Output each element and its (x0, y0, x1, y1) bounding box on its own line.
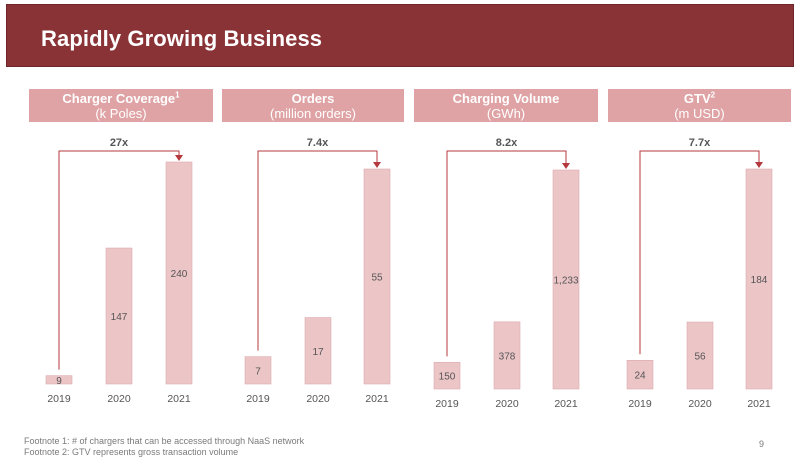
panel-header-charging-volume: Charging Volume (GWh) (414, 89, 598, 122)
bar (244, 356, 272, 385)
category-label: 2020 (306, 393, 330, 405)
bar (686, 321, 714, 390)
category-label: 2021 (554, 398, 578, 410)
footnote-marker: 2 (710, 90, 716, 100)
bar-value-label: 24 (634, 371, 646, 382)
bar (626, 360, 654, 390)
footnote-1: Footnote 1: # of chargers that can be ac… (24, 436, 305, 446)
panel-title: Orders (291, 91, 335, 106)
panel-subtitle: (m USD) (674, 106, 725, 121)
category-label: 2021 (747, 398, 771, 410)
category-label: 2020 (688, 398, 712, 410)
footnote-marker: 1 (175, 90, 180, 100)
growth-multiple-label: 7.7x (689, 137, 711, 149)
panel-title: GTV (683, 91, 711, 106)
growth-multiple-label: 27x (110, 137, 129, 149)
bar-value-label: 55 (371, 273, 383, 284)
panel-header-orders: Orders (million orders) (222, 89, 404, 122)
panel-subtitle: (GWh) (486, 106, 526, 121)
bar (105, 247, 133, 385)
panel-header-charger-coverage: Charger Coverage1 (k Poles) (29, 89, 213, 122)
bar (304, 317, 332, 385)
slide-title: Rapidly Growing Business (41, 26, 323, 51)
bar-value-label: 150 (439, 372, 456, 383)
panel-header-gtv: GTV2 (m USD) (608, 89, 791, 122)
bar (363, 168, 391, 385)
bar (433, 362, 461, 390)
bar-value-label: 17 (312, 347, 324, 358)
bar-value-label: 240 (171, 269, 188, 280)
growth-arrowhead (755, 162, 763, 168)
category-label: 2021 (365, 393, 389, 405)
bar-value-label: 378 (499, 351, 516, 362)
title-banner: Rapidly Growing Business (6, 4, 794, 67)
category-label: 2021 (167, 393, 191, 405)
footnotes: Footnote 1: # of chargers that can be ac… (24, 436, 304, 458)
bar-value-label: 184 (751, 275, 768, 286)
footnote-2: Footnote 2: GTV represents gross transac… (24, 447, 239, 457)
panel-title: Charger Coverage (62, 91, 176, 106)
growth-arrow (639, 150, 760, 355)
growth-multiple-label: 7.4x (307, 137, 329, 149)
growth-arrowhead (175, 155, 183, 161)
bar (552, 169, 580, 390)
growth-arrow (446, 150, 567, 357)
category-label: 2020 (107, 393, 131, 405)
category-label: 2019 (628, 398, 652, 410)
growth-arrowhead (562, 163, 570, 169)
growth-arrowhead (373, 162, 381, 168)
category-label: 2020 (495, 398, 519, 410)
bar-value-label: 56 (694, 352, 706, 363)
bar (45, 375, 73, 385)
bar-value-label: 1,233 (553, 276, 578, 287)
panel-subtitle: (k Poles) (95, 106, 147, 121)
growth-multiple-label: 8.2x (496, 137, 518, 149)
category-label: 2019 (435, 398, 459, 410)
panel-subtitle: (million orders) (270, 106, 356, 121)
bar-value-label: 147 (111, 312, 128, 323)
bar (493, 321, 521, 390)
bar (745, 168, 773, 390)
growth-arrow (257, 150, 378, 351)
growth-arrow (58, 150, 180, 370)
category-label: 2019 (246, 393, 270, 405)
page-number: 9 (759, 439, 765, 449)
bar-value-label: 9 (56, 376, 62, 387)
bar (165, 161, 193, 385)
bar-value-label: 7 (255, 366, 261, 377)
panel-title: Charging Volume (452, 91, 560, 106)
category-label: 2019 (47, 393, 71, 405)
